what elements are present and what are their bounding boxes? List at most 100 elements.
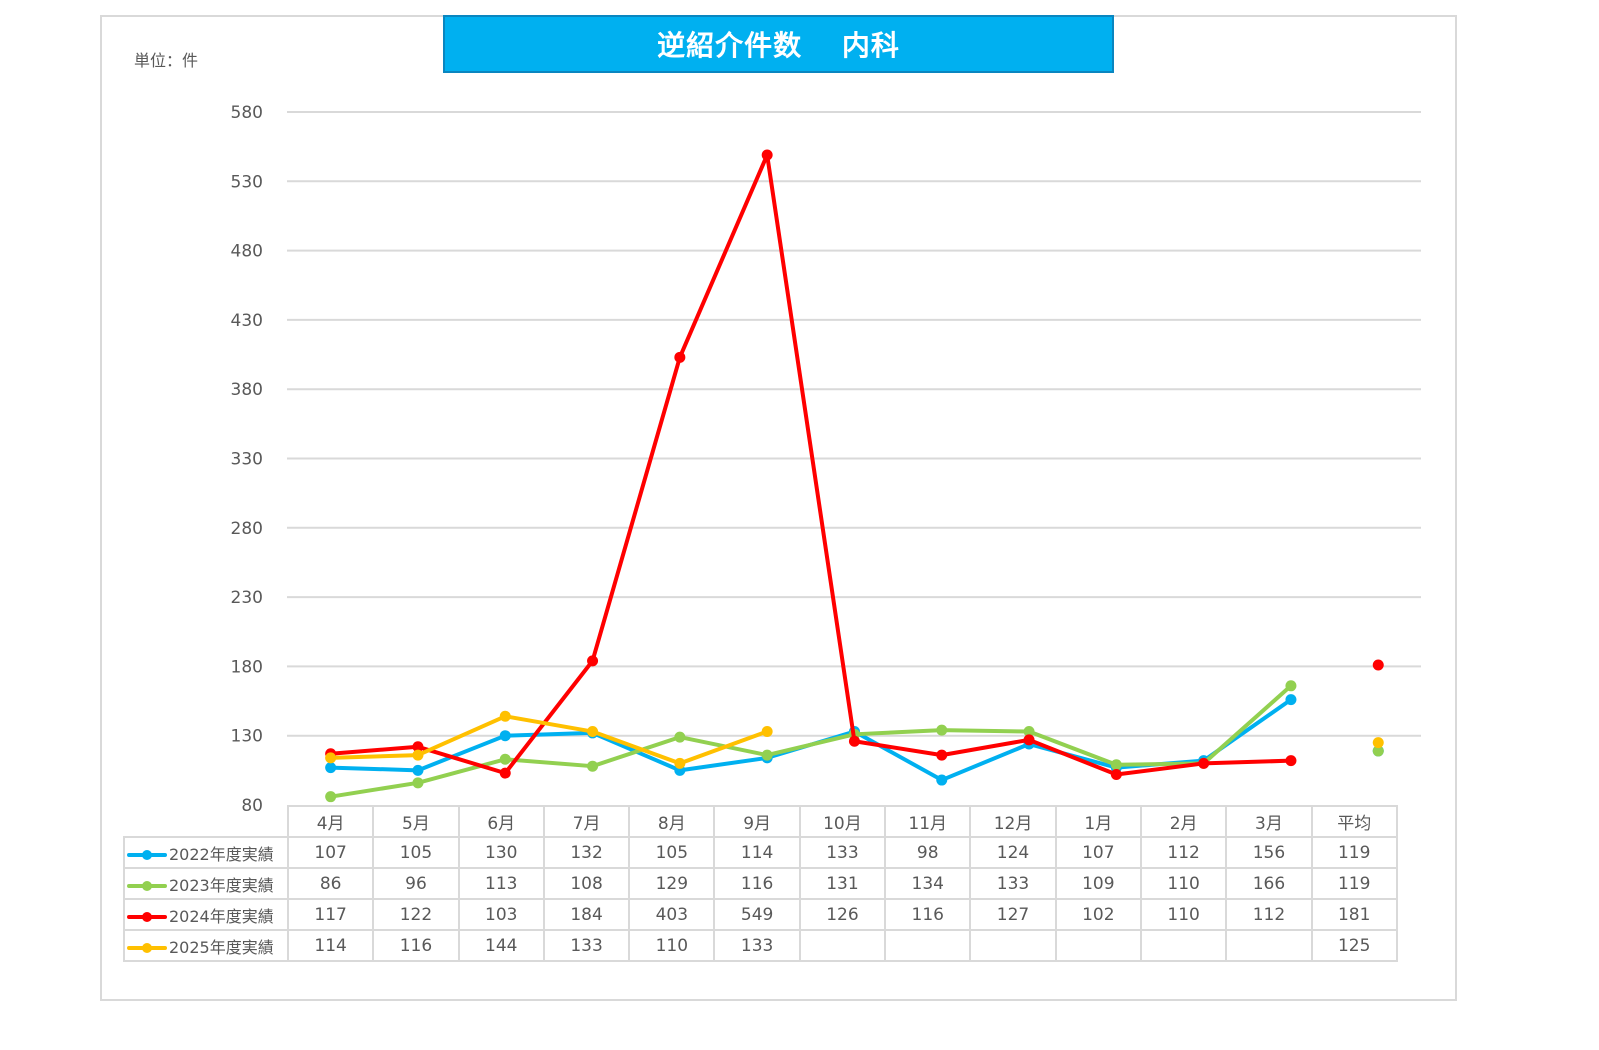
table-cell: 124 [969,836,1057,869]
column-header: 11月 [884,805,972,838]
data-point [1285,755,1297,767]
data-point [761,749,773,761]
column-header: 2月 [1139,805,1228,838]
table-cell: 403 [628,898,716,931]
table-cell: 133 [542,929,631,962]
table-corner [124,806,289,838]
table-cell: 105 [628,836,716,869]
y-axis-tick-label: 580 [231,103,263,123]
table-cell [884,929,972,962]
data-point [1023,726,1035,738]
average-point [1372,745,1384,757]
chart-title: 逆紹介件数 内科 [443,15,1114,73]
table-cell [1139,929,1228,962]
series-line-2023年度実績 [330,684,1293,799]
data-point [1285,694,1297,706]
data-point [1110,759,1122,771]
data-point [587,726,599,738]
table-cell: 114 [286,929,375,962]
series-legend-cell: 2024年度実績 [123,898,289,931]
table-cell: 114 [713,836,801,869]
table-cell: 103 [457,898,545,931]
column-header: 10月 [798,805,887,838]
table-cell: 131 [798,867,887,900]
average-point [1372,659,1384,671]
column-header: 6月 [457,805,545,838]
table-cell: 107 [286,836,375,869]
data-point [499,730,511,742]
column-header: 8月 [628,805,716,838]
table-cell: 110 [1139,898,1228,931]
data-point [325,752,337,764]
series-label: 2023年度実績 [169,875,274,895]
y-axis-tick-label: 380 [231,380,263,400]
series-legend-cell: 2023年度実績 [123,867,289,900]
column-header: 1月 [1054,805,1142,838]
data-point [1023,734,1035,746]
data-point [499,710,511,722]
table-cell [969,929,1057,962]
series-label: 2025年度実績 [169,937,274,957]
table-cell: 125 [1310,929,1398,962]
table-cell: 110 [628,929,716,962]
table-row: 2023年度実績 86 96 113 108 129 116 131 134 133 109 110 1… [123,867,1398,900]
table-cell: 112 [1225,898,1313,931]
table-cell: 156 [1225,836,1313,869]
table-cell: 127 [969,898,1057,931]
table-cell [1225,929,1313,962]
legend-line-marker-icon [127,943,167,953]
table-cell: 119 [1310,836,1398,869]
table-cell: 110 [1139,867,1228,900]
column-header: 9月 [713,805,801,838]
column-header: 4月 [286,805,375,838]
data-point [412,749,424,761]
unit-label: 単位：件 [134,51,199,70]
table-cell: 108 [542,867,631,900]
data-point [412,777,424,789]
y-axis-tick-label: 130 [231,727,263,747]
data-point [761,149,773,161]
table-cell: 181 [1310,898,1398,931]
table-cell: 112 [1139,836,1228,869]
table-cell: 102 [1054,898,1142,931]
y-axis-tick-label: 430 [231,311,263,331]
data-point [848,735,860,747]
data-point [936,749,948,761]
table-row: 2024年度実績 117 122 103 184 403 549 126 116 127 102 11… [123,898,1398,931]
table-cell [798,929,887,962]
legend-line-marker-icon [127,912,167,922]
series-legend-cell: 2022年度実績 [123,836,289,869]
y-axis-tick-label: 230 [231,588,263,608]
y-axis-tick-label: 280 [231,519,263,539]
table-row: 2025年度実績 114 116 144 133 110 133 125 [123,929,1398,962]
table-cell: 129 [628,867,716,900]
data-point [1110,769,1122,781]
table-cell: 133 [798,836,887,869]
average-point [1372,737,1384,749]
series-line-2025年度実績 [330,714,768,766]
table-cell: 119 [1310,867,1398,900]
table-cell: 105 [372,836,460,869]
table-cell: 144 [457,929,545,962]
data-point [674,351,686,363]
data-table: 4月 5月 6月 7月 8月 9月 10月 11月 12月 1月 2月 3月 平均 2022年度実績 10… [123,805,1398,962]
table-cell: 133 [713,929,801,962]
series-label: 2024年度実績 [169,906,274,926]
data-point [1198,757,1210,769]
table-cell: 122 [372,898,460,931]
table-cell: 130 [457,836,545,869]
table-cell: 549 [713,898,801,931]
data-point [325,791,337,803]
column-header: 平均 [1310,805,1398,838]
data-point [1285,680,1297,692]
table-cell: 96 [372,867,460,900]
data-point [674,731,686,743]
column-header: 3月 [1225,805,1313,838]
column-header: 12月 [969,805,1057,838]
y-axis-tick-label: 180 [231,657,263,677]
data-point [674,757,686,769]
table-cell: 166 [1225,867,1313,900]
y-axis-tick-label: 330 [231,450,263,470]
table-cell: 107 [1054,836,1142,869]
